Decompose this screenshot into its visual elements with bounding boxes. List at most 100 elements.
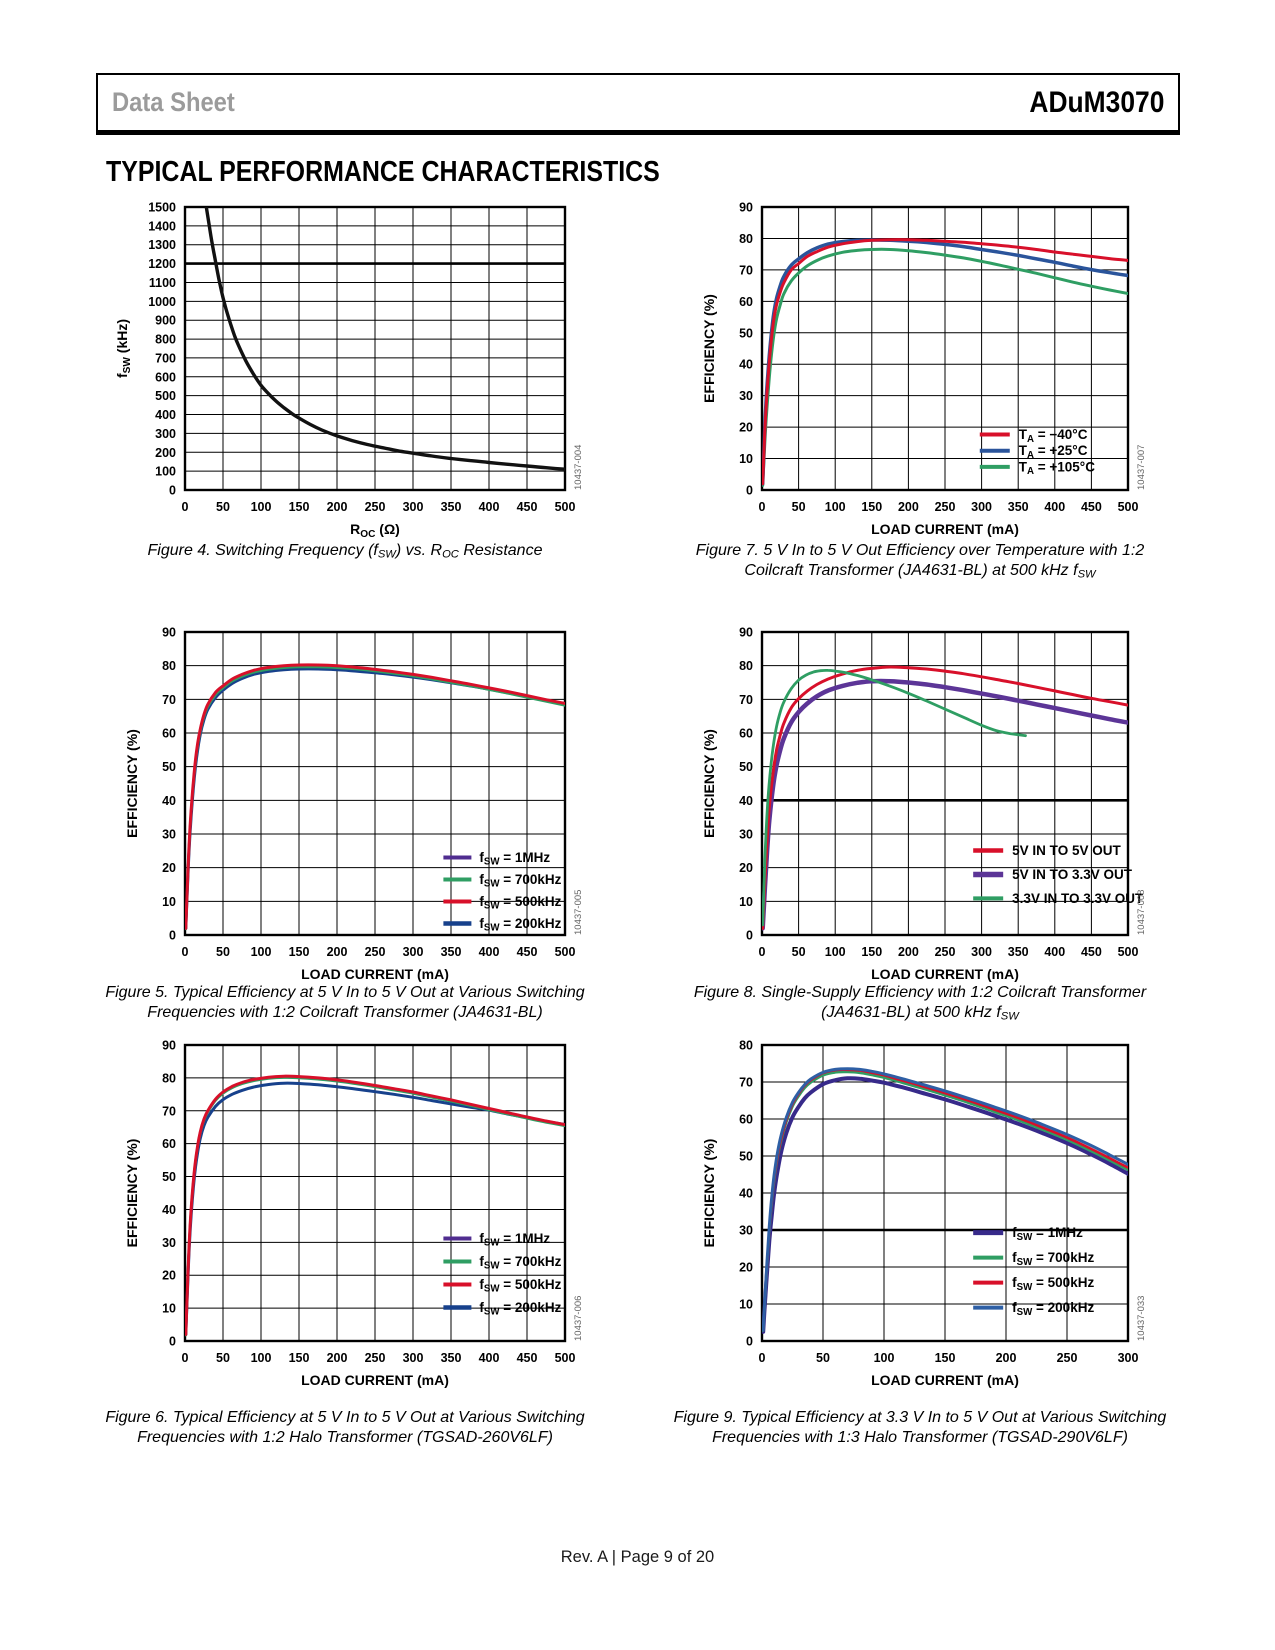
svg-text:50: 50	[816, 1351, 830, 1365]
grid	[762, 1045, 1128, 1341]
svg-text:0: 0	[759, 1351, 766, 1365]
svg-text:30: 30	[739, 828, 753, 842]
svg-text:600: 600	[155, 370, 176, 384]
series-group	[762, 665, 1128, 931]
svg-text:20: 20	[162, 1269, 176, 1283]
svg-text:10: 10	[162, 895, 176, 909]
plot-frame	[183, 1043, 567, 1343]
curve-fsw-200khz	[762, 1067, 1128, 1332]
grid	[185, 207, 565, 490]
legend-label: fSW = 200kHz	[479, 1300, 561, 1318]
curve-fsw-500khz	[762, 1068, 1128, 1332]
svg-text:60: 60	[162, 1137, 176, 1151]
figure-5-caption: Figure 5. Typical Efficiency at 5 V In t…	[105, 984, 585, 1022]
legend-label: TA = +105°C	[1019, 459, 1095, 477]
plot-frame	[760, 630, 1130, 937]
svg-text:250: 250	[935, 945, 956, 959]
svg-text:150: 150	[861, 500, 882, 514]
axis-ticks: 0 50 100 150 200 250 300 350 400 450 500 0 100 200 300…	[148, 201, 575, 515]
svg-text:80: 80	[162, 1071, 176, 1085]
svg-text:400: 400	[155, 408, 176, 422]
svg-text:450: 450	[517, 945, 538, 959]
figure-4-caption: Figure 4. Switching Frequency (fSW) vs. …	[147, 542, 543, 561]
svg-text:50: 50	[216, 945, 230, 959]
svg-text:500: 500	[1118, 500, 1139, 514]
svg-text:90: 90	[739, 626, 753, 640]
legend: 5V IN TO 5V OUT 5V IN TO 3.3V OUT 3.3V IN …	[973, 843, 1144, 906]
section-title: TYPICAL PERFORMANCE CHARACTERISTICS	[106, 156, 660, 188]
figure-number-watermark: 10437-033	[1136, 1296, 1147, 1341]
svg-text:100: 100	[825, 500, 846, 514]
svg-text:0: 0	[182, 500, 189, 514]
curve-fsw-500khz	[185, 1074, 565, 1336]
grid	[762, 632, 1128, 935]
curve-fsw-1mhz	[762, 1076, 1128, 1334]
legend-label: 5V IN TO 5V OUT	[1012, 843, 1121, 858]
figure-number-watermark: 10437-006	[573, 1296, 584, 1341]
y-axis-label: EFFICIENCY (%)	[124, 729, 140, 838]
x-axis-label: ROC (Ω)	[350, 521, 400, 540]
svg-text:50: 50	[162, 760, 176, 774]
svg-text:300: 300	[403, 1351, 424, 1365]
svg-text:400: 400	[479, 1351, 500, 1365]
x-axis-label: LOAD CURRENT (mA)	[301, 966, 449, 982]
svg-text:100: 100	[874, 1351, 895, 1365]
curve-5v-in-5v-out	[762, 665, 1128, 930]
svg-text:0: 0	[746, 484, 753, 498]
svg-text:300: 300	[1118, 1351, 1139, 1365]
svg-text:40: 40	[739, 358, 753, 372]
curve-fsw-700khz	[762, 1070, 1128, 1332]
figure-9-caption: Figure 9. Typical Efficiency at 3.3 V In…	[673, 1409, 1167, 1447]
svg-text:350: 350	[441, 1351, 462, 1365]
curve-5v-in-3p3v-out	[762, 678, 1128, 931]
svg-text:0: 0	[169, 929, 176, 943]
legend-label: fSW = 200kHz	[1012, 1300, 1094, 1318]
figure-number-watermark: 10437-008	[1136, 890, 1147, 935]
svg-text:50: 50	[739, 760, 753, 774]
svg-text:200: 200	[898, 500, 919, 514]
svg-text:150: 150	[289, 1351, 310, 1365]
figure-7-caption: Figure 7. 5 V In to 5 V Out Efficiency o…	[695, 542, 1145, 581]
svg-text:300: 300	[155, 427, 176, 441]
svg-text:300: 300	[403, 500, 424, 514]
svg-text:40: 40	[162, 1203, 176, 1217]
svg-text:10: 10	[739, 895, 753, 909]
legend-label: fSW = 700kHz	[479, 1254, 561, 1272]
legend: TA = −40°CTA = +25°CTA = +105°C	[979, 427, 1095, 477]
svg-text:350: 350	[441, 500, 462, 514]
svg-text:30: 30	[739, 1224, 753, 1238]
svg-text:200: 200	[327, 1351, 348, 1365]
figure-6-caption: Figure 6. Typical Efficiency at 5 V In t…	[105, 1409, 585, 1447]
svg-text:80: 80	[739, 659, 753, 673]
svg-text:70: 70	[162, 693, 176, 707]
figure-8-caption: Figure 8. Single-Supply Efficiency with …	[693, 984, 1147, 1023]
legend-label: fSW = 200kHz	[479, 916, 561, 934]
svg-text:60: 60	[739, 1113, 753, 1127]
svg-text:100: 100	[251, 945, 272, 959]
axis-ticks: 0 50 100 150 200 250 300 350 400 450 500 0 10 20 30 40 5…	[162, 1039, 575, 1366]
figure-6-chart: 0 50 100 150 200 250 300 350 400 450 500 0 10 20 30 40 5…	[124, 1039, 584, 1389]
svg-text:0: 0	[169, 484, 176, 498]
svg-text:100: 100	[155, 465, 176, 479]
legend-label: 3.3V IN TO 3.3V OUT	[1012, 891, 1144, 906]
svg-text:20: 20	[739, 421, 753, 435]
svg-text:80: 80	[739, 1039, 753, 1053]
series-group	[204, 207, 565, 471]
svg-text:50: 50	[792, 500, 806, 514]
svg-text:10: 10	[162, 1302, 176, 1316]
svg-text:350: 350	[1008, 500, 1029, 514]
svg-text:40: 40	[739, 1187, 753, 1201]
axis-ticks: 0 50 100 150 200 250 300 350 400 450 500 0 10 20 30 40 5…	[739, 201, 1138, 515]
figure-5-chart: 0 50 100 150 200 250 300 350 400 450 500 0 10 20 30 40 5…	[124, 626, 584, 983]
svg-text:100: 100	[825, 945, 846, 959]
svg-text:250: 250	[365, 500, 386, 514]
header-part-number: ADuM3070	[1029, 85, 1164, 119]
series-group	[762, 238, 1128, 487]
svg-text:90: 90	[162, 626, 176, 640]
svg-text:0: 0	[746, 929, 753, 943]
svg-text:500: 500	[555, 500, 576, 514]
svg-text:80: 80	[739, 232, 753, 246]
x-axis-label: LOAD CURRENT (mA)	[301, 1372, 449, 1388]
svg-text:70: 70	[739, 263, 753, 277]
svg-text:200: 200	[898, 945, 919, 959]
